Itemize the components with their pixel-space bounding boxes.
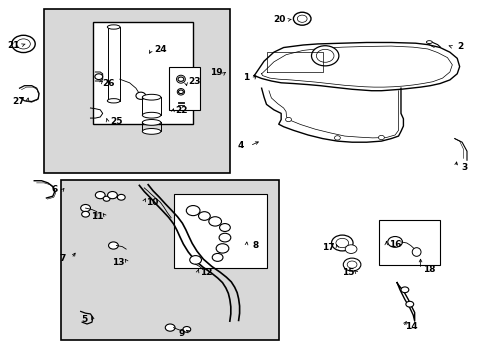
Bar xyxy=(93,22,193,124)
Text: 3: 3 xyxy=(461,163,467,172)
Text: 8: 8 xyxy=(252,241,258,250)
Circle shape xyxy=(198,212,210,220)
Circle shape xyxy=(334,136,340,140)
Circle shape xyxy=(12,35,35,53)
Circle shape xyxy=(216,244,228,253)
Text: 2: 2 xyxy=(457,42,463,51)
Circle shape xyxy=(95,192,105,199)
Circle shape xyxy=(165,324,175,331)
Ellipse shape xyxy=(411,248,420,256)
Text: 18: 18 xyxy=(422,265,435,274)
Circle shape xyxy=(316,49,333,62)
Text: 1: 1 xyxy=(243,73,248,82)
Circle shape xyxy=(400,287,408,293)
Circle shape xyxy=(189,256,201,264)
Polygon shape xyxy=(261,88,403,142)
Circle shape xyxy=(335,238,348,248)
Bar xyxy=(61,180,278,340)
Circle shape xyxy=(17,39,30,49)
Text: 20: 20 xyxy=(273,15,285,24)
Text: 14: 14 xyxy=(405,323,417,331)
Circle shape xyxy=(208,217,221,226)
Ellipse shape xyxy=(176,75,185,83)
Circle shape xyxy=(183,327,190,332)
Circle shape xyxy=(117,194,125,200)
Circle shape xyxy=(81,211,89,217)
Circle shape xyxy=(81,204,90,212)
Bar xyxy=(168,67,200,110)
Circle shape xyxy=(405,301,413,307)
Circle shape xyxy=(108,242,118,249)
Circle shape xyxy=(103,196,110,201)
Circle shape xyxy=(219,233,230,242)
Text: 11: 11 xyxy=(90,212,103,221)
Ellipse shape xyxy=(142,120,161,125)
Text: 12: 12 xyxy=(200,268,212,277)
Text: 17: 17 xyxy=(322,243,334,252)
Bar xyxy=(44,9,229,173)
Circle shape xyxy=(297,15,306,22)
Text: 4: 4 xyxy=(237,141,244,150)
Circle shape xyxy=(345,245,356,253)
Circle shape xyxy=(95,74,102,80)
Circle shape xyxy=(107,192,117,199)
Ellipse shape xyxy=(426,41,431,44)
Ellipse shape xyxy=(107,25,120,29)
Ellipse shape xyxy=(142,112,161,118)
Text: 19: 19 xyxy=(209,68,222,77)
Text: 22: 22 xyxy=(175,106,188,115)
Circle shape xyxy=(285,117,291,122)
Circle shape xyxy=(219,224,230,231)
Ellipse shape xyxy=(107,99,120,103)
Text: 27: 27 xyxy=(12,97,25,106)
Text: 23: 23 xyxy=(188,77,201,86)
Text: 21: 21 xyxy=(7,40,20,49)
Text: 26: 26 xyxy=(102,79,115,88)
Ellipse shape xyxy=(142,129,161,134)
Ellipse shape xyxy=(142,94,161,100)
Circle shape xyxy=(387,237,402,247)
Text: 13: 13 xyxy=(112,258,124,266)
Text: 9: 9 xyxy=(178,328,185,338)
Ellipse shape xyxy=(177,89,184,95)
Text: 16: 16 xyxy=(388,240,401,248)
Circle shape xyxy=(212,253,223,261)
Text: 25: 25 xyxy=(110,117,122,126)
Text: 7: 7 xyxy=(59,254,66,263)
Text: 15: 15 xyxy=(341,269,354,277)
Polygon shape xyxy=(254,42,459,91)
Text: 10: 10 xyxy=(146,198,159,207)
Text: 24: 24 xyxy=(154,45,166,54)
Bar xyxy=(173,194,266,268)
Circle shape xyxy=(378,135,384,140)
Circle shape xyxy=(331,235,352,251)
Circle shape xyxy=(311,46,338,66)
Circle shape xyxy=(293,12,310,25)
Circle shape xyxy=(178,90,183,94)
Circle shape xyxy=(178,77,183,81)
Polygon shape xyxy=(396,283,414,321)
Circle shape xyxy=(186,206,200,216)
Circle shape xyxy=(346,261,356,268)
Circle shape xyxy=(136,92,145,99)
Circle shape xyxy=(343,258,360,271)
Text: 6: 6 xyxy=(52,184,58,194)
Text: 5: 5 xyxy=(81,315,87,324)
Bar xyxy=(378,220,439,265)
